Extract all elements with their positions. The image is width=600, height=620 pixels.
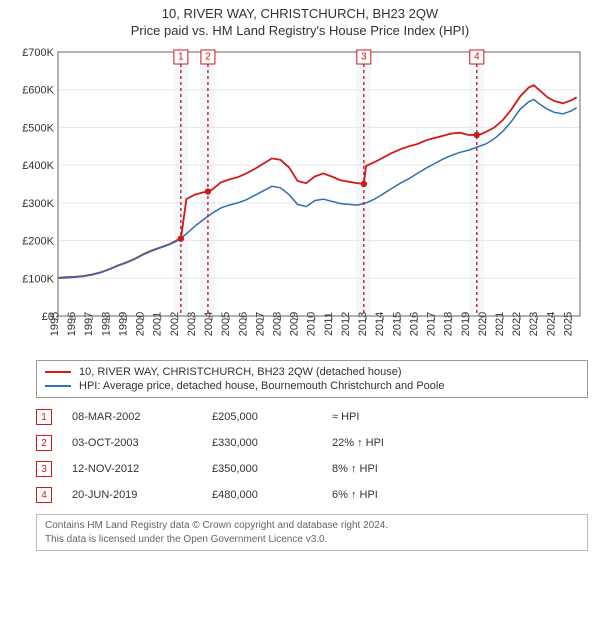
sales-row-price: £480,000 <box>212 489 332 501</box>
legend-item: 10, RIVER WAY, CHRISTCHURCH, BH23 2QW (d… <box>45 365 579 379</box>
sale-marker-number: 3 <box>361 52 367 63</box>
x-tick-label: 2019 <box>460 312 472 336</box>
sale-marker-number: 2 <box>205 52 211 63</box>
sales-row-date: 03-OCT-2003 <box>72 437 212 449</box>
page-subtitle: Price paid vs. HM Land Registry's House … <box>0 23 600 38</box>
sales-table: 1 08-MAR-2002£205,000≈ HPI 2 03-OCT-2003£33… <box>36 404 588 508</box>
x-tick-label: 2020 <box>477 312 489 336</box>
x-tick-label: 2003 <box>186 312 198 336</box>
x-tick-label: 2022 <box>511 312 523 336</box>
licence-notice: Contains HM Land Registry data © Crown c… <box>36 514 588 551</box>
sale-marker-number: 1 <box>178 52 184 63</box>
sales-row-marker: 1 <box>36 409 52 425</box>
sale-marker-dot <box>474 132 480 138</box>
sales-row-marker: 3 <box>36 461 52 477</box>
x-tick-label: 2008 <box>271 312 283 336</box>
legend-label: HPI: Average price, detached house, Bour… <box>79 380 444 392</box>
x-tick-label: 2012 <box>340 312 352 336</box>
y-tick-label: £300K <box>22 198 54 210</box>
legend-item: HPI: Average price, detached house, Bour… <box>45 379 579 393</box>
chart-svg: £0£100K£200K£300K£400K£500K£600K£700K199… <box>12 46 588 356</box>
x-tick-label: 2021 <box>494 312 506 336</box>
sales-row-marker: 4 <box>36 487 52 503</box>
x-tick-label: 2000 <box>135 312 147 336</box>
x-tick-label: 2017 <box>426 312 438 336</box>
x-tick-label: 2024 <box>545 312 557 336</box>
x-tick-label: 1998 <box>100 312 112 336</box>
sales-row-date: 20-JUN-2019 <box>72 489 212 501</box>
x-tick-label: 2014 <box>374 312 386 336</box>
sales-row: 2 03-OCT-2003£330,00022% ↑ HPI <box>36 430 588 456</box>
sale-marker-number: 4 <box>474 52 480 63</box>
y-tick-label: £100K <box>22 273 54 285</box>
x-tick-label: 2013 <box>357 312 369 336</box>
page-title-address: 10, RIVER WAY, CHRISTCHURCH, BH23 2QW <box>0 6 600 21</box>
x-tick-label: 2025 <box>562 312 574 336</box>
sales-row-marker: 2 <box>36 435 52 451</box>
x-tick-label: 2009 <box>289 312 301 336</box>
sales-row-date: 08-MAR-2002 <box>72 411 212 423</box>
x-tick-label: 2001 <box>152 312 164 336</box>
licence-line2: This data is licensed under the Open Gov… <box>45 533 579 547</box>
y-tick-label: £500K <box>22 122 54 134</box>
x-tick-label: 2015 <box>391 312 403 336</box>
x-tick-label: 2016 <box>408 312 420 336</box>
sales-row-price: £330,000 <box>212 437 332 449</box>
licence-line1: Contains HM Land Registry data © Crown c… <box>45 519 579 533</box>
x-tick-label: 1996 <box>66 312 78 336</box>
x-tick-label: 2010 <box>306 312 318 336</box>
legend-swatch <box>45 385 71 387</box>
y-tick-label: £200K <box>22 236 54 248</box>
x-tick-label: 2023 <box>528 312 540 336</box>
x-tick-label: 1997 <box>83 312 95 336</box>
sales-row-relative: ≈ HPI <box>332 411 452 423</box>
sales-row-relative: 22% ↑ HPI <box>332 437 452 449</box>
x-tick-label: 2002 <box>169 312 181 336</box>
x-tick-label: 2007 <box>254 312 266 336</box>
sales-row: 4 20-JUN-2019£480,0006% ↑ HPI <box>36 482 588 508</box>
chart-legend: 10, RIVER WAY, CHRISTCHURCH, BH23 2QW (d… <box>36 360 588 398</box>
sales-row-relative: 8% ↑ HPI <box>332 463 452 475</box>
x-tick-label: 1995 <box>49 312 61 336</box>
y-tick-label: £400K <box>22 160 54 172</box>
sales-row: 3 12-NOV-2012£350,0008% ↑ HPI <box>36 456 588 482</box>
x-tick-label: 2005 <box>220 312 232 336</box>
x-tick-label: 1999 <box>117 312 129 336</box>
x-tick-label: 2006 <box>237 312 249 336</box>
x-tick-label: 2004 <box>203 312 215 336</box>
y-tick-label: £600K <box>22 85 54 97</box>
y-tick-label: £700K <box>22 47 54 59</box>
sales-row-relative: 6% ↑ HPI <box>332 489 452 501</box>
sales-row: 1 08-MAR-2002£205,000≈ HPI <box>36 404 588 430</box>
legend-swatch <box>45 371 71 373</box>
sale-marker-dot <box>205 188 211 194</box>
legend-label: 10, RIVER WAY, CHRISTCHURCH, BH23 2QW (d… <box>79 366 402 378</box>
sales-row-price: £205,000 <box>212 411 332 423</box>
sales-row-date: 12-NOV-2012 <box>72 463 212 475</box>
x-tick-label: 2018 <box>443 312 455 336</box>
sale-marker-dot <box>361 181 367 187</box>
sale-marker-dot <box>178 235 184 241</box>
price-chart: £0£100K£200K£300K£400K£500K£600K£700K199… <box>12 46 588 356</box>
sales-row-price: £350,000 <box>212 463 332 475</box>
